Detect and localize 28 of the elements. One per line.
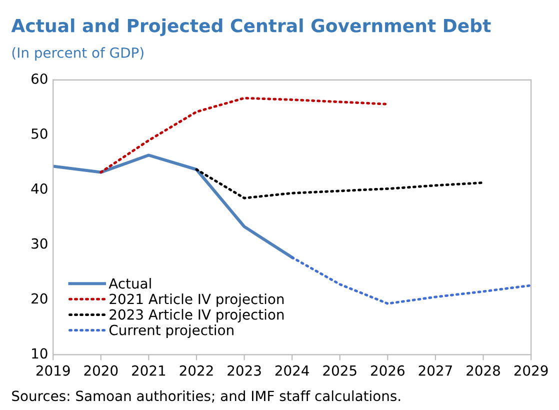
x-tick-label: 2026: [371, 365, 404, 376]
legend-label: Actual: [108, 278, 151, 289]
x-tick-label: 2021: [132, 365, 166, 376]
y-tick-label: 20: [32, 293, 48, 304]
y-tick-label: 40: [31, 183, 48, 194]
y-tick-label: 30: [32, 238, 48, 249]
x-tick-label: 2027: [418, 365, 452, 376]
chart-title: Actual and Projected Central Government Debt: [11, 18, 491, 36]
legend-label: Current projection: [109, 324, 234, 338]
y-tick-label: 50: [32, 128, 48, 139]
line-series: [290, 256, 532, 305]
chart-subtitle: (In percent of GDP): [12, 47, 144, 61]
line-series: [100, 96, 389, 174]
x-tick-label: 2020: [84, 365, 118, 376]
line-series: [195, 168, 485, 200]
x-tick-label: 2019: [36, 365, 70, 376]
x-tick-label: 2025: [323, 365, 356, 376]
line-series: [53, 154, 294, 259]
x-tick-label: 2023: [228, 365, 261, 376]
x-tick-label: 2024: [275, 365, 309, 376]
x-tick-label: 2022: [180, 365, 213, 376]
y-tick-label: 10: [32, 348, 48, 359]
x-tick-label: 2029: [514, 365, 548, 376]
y-tick-label: 60: [32, 73, 48, 84]
source-note: Sources: Samoan authorities; and IMF staff calculations.: [12, 390, 400, 403]
x-tick-label: 2028: [466, 365, 500, 376]
legend-label: 2021 Article IV projection: [110, 293, 284, 307]
legend-label: 2023 Article IV projection: [110, 309, 284, 322]
